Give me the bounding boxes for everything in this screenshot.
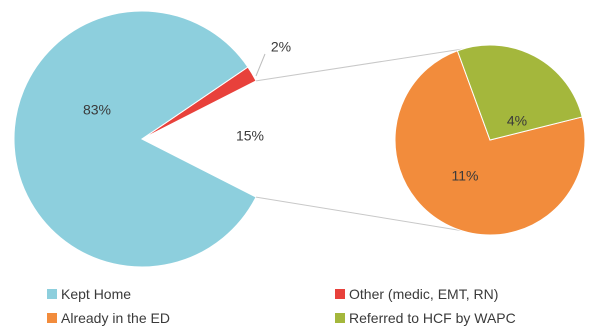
data-label-already-in-ed: 11% xyxy=(452,168,479,184)
data-labels: 83% 2% 15% 11% 4% xyxy=(83,39,527,184)
secondary-pie xyxy=(394,44,586,236)
connector-line-top xyxy=(255,45,483,82)
leader-line-other xyxy=(255,53,266,77)
pie-slice-referred-to-hcf-by-wapc xyxy=(456,44,583,141)
data-label-secondary-group: 15% xyxy=(236,128,264,144)
main-pie xyxy=(13,10,257,268)
data-label-other: 2% xyxy=(271,39,291,55)
connector-lines xyxy=(255,45,483,235)
data-label-kept-home: 83% xyxy=(83,102,111,118)
connector-line-bottom xyxy=(255,196,483,235)
data-label-referred: 4% xyxy=(507,113,527,129)
pie-slice-kept-home xyxy=(13,10,257,268)
pie-slice-already-in-the-ed xyxy=(394,50,586,236)
